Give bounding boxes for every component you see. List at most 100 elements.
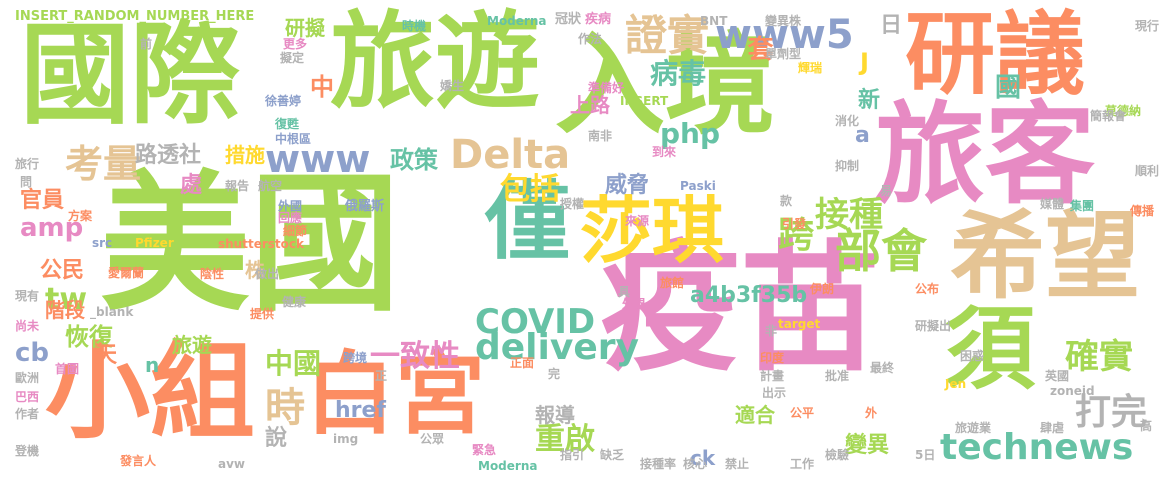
cloud-word: 旅館 bbox=[660, 276, 685, 290]
cloud-word: php bbox=[660, 117, 721, 150]
cloud-word: a bbox=[855, 123, 870, 148]
cloud-word: 俄羅斯 bbox=[345, 199, 385, 214]
cloud-word: 巴西 bbox=[15, 390, 40, 404]
cloud-word: 外國 bbox=[278, 199, 303, 213]
cloud-word: 研議 bbox=[905, 2, 1085, 107]
cloud-word: 打完 bbox=[1075, 392, 1148, 433]
cloud-word: 變異株 bbox=[765, 14, 802, 28]
cloud-word: 研擬出 bbox=[915, 319, 952, 333]
cloud-word: 官員 bbox=[20, 188, 65, 213]
cloud-word: 證實 bbox=[625, 11, 710, 60]
cloud-word: 問 bbox=[20, 175, 33, 189]
cloud-word: 考量 bbox=[65, 142, 142, 186]
cloud-word: 國 bbox=[995, 73, 1022, 103]
cloud-word: 威脅 bbox=[605, 173, 650, 198]
cloud-word: 正面 bbox=[510, 356, 535, 370]
cloud-word: 傳播 bbox=[1130, 204, 1155, 218]
cloud-word: cb bbox=[15, 338, 50, 368]
cloud-word: 時機 bbox=[402, 19, 427, 33]
cloud-word: 中根區 bbox=[275, 132, 312, 146]
cloud-word: 徐善婷 bbox=[265, 94, 302, 108]
cloud-word: zoneid bbox=[1050, 384, 1095, 398]
cloud-word: 國際 bbox=[20, 11, 240, 139]
cloud-word: 肆虐 bbox=[1040, 421, 1065, 435]
cloud-word: technews bbox=[940, 427, 1134, 468]
cloud-word: 套 bbox=[743, 35, 773, 61]
cloud-word: 完 bbox=[548, 367, 561, 381]
cloud-word: 集團 bbox=[1070, 199, 1095, 213]
cloud-word: 適合 bbox=[735, 403, 775, 427]
cloud-word: 細節 bbox=[283, 224, 308, 238]
cloud-word: Moderna bbox=[478, 459, 538, 473]
cloud-word: shutterstock bbox=[218, 237, 304, 251]
cloud-word: _blank bbox=[90, 305, 134, 319]
cloud-word: tw bbox=[45, 282, 88, 317]
cloud-word: www5 bbox=[715, 12, 854, 58]
cloud-word: 作法 bbox=[578, 32, 603, 46]
cloud-word: www bbox=[265, 137, 371, 181]
cloud-word: 病毒 bbox=[650, 57, 707, 90]
cloud-word: 株 bbox=[245, 258, 265, 282]
cloud-word: 報告 bbox=[225, 179, 250, 193]
cloud-word: 跨 bbox=[778, 215, 815, 256]
cloud-word: 抑制 bbox=[835, 159, 860, 173]
cloud-word: 公眾 bbox=[420, 432, 445, 446]
cloud-word: 簡報會 bbox=[1090, 109, 1127, 123]
cloud-word: 疾病 bbox=[585, 12, 612, 27]
cloud-word: delivery bbox=[475, 327, 639, 368]
cloud-word: 到來 bbox=[652, 145, 677, 159]
cloud-word: 出示 bbox=[762, 386, 787, 400]
cloud-word: 媒體 bbox=[1040, 197, 1065, 211]
cloud-word: 工作 bbox=[790, 457, 815, 471]
cloud-word: 準備好 bbox=[588, 81, 625, 95]
cloud-word: 接種率 bbox=[640, 457, 677, 471]
cloud-word: avw bbox=[218, 457, 246, 471]
cloud-word: 健康 bbox=[282, 295, 307, 309]
cloud-word: 順利 bbox=[1135, 164, 1160, 178]
cloud-word: 計畫 bbox=[760, 369, 785, 383]
cloud-word: Jen bbox=[945, 377, 967, 391]
cloud-word: 日 bbox=[880, 13, 903, 38]
cloud-word: 困惑 bbox=[960, 349, 985, 363]
cloud-word: 首圖 bbox=[55, 362, 80, 376]
cloud-word: 輝瑞 bbox=[798, 61, 823, 75]
cloud-word: 研擬 bbox=[285, 16, 325, 40]
cloud-word: 跨境 bbox=[343, 351, 368, 365]
cloud-word: 最終 bbox=[870, 361, 895, 375]
cloud-word: 莎琪 bbox=[580, 189, 725, 273]
cloud-word: 接種 bbox=[815, 195, 883, 235]
cloud-word: 重啟 bbox=[535, 422, 595, 457]
cloud-word: Moderna bbox=[487, 14, 547, 28]
cloud-word: 方案 bbox=[68, 209, 93, 223]
cloud-word: 公平 bbox=[790, 406, 815, 420]
cloud-word: amp bbox=[20, 213, 84, 243]
cloud-word: 現行 bbox=[1135, 19, 1160, 33]
cloud-word: 外界 bbox=[622, 297, 647, 311]
cloud-word: 上路 bbox=[570, 93, 610, 117]
cloud-word: target bbox=[778, 317, 821, 331]
cloud-word: ck bbox=[690, 446, 716, 470]
cloud-word: 旅遊 bbox=[172, 333, 212, 357]
cloud-word: 提供 bbox=[250, 307, 275, 321]
cloud-word: 復甦 bbox=[275, 117, 300, 131]
cloud-word: 疫苗 bbox=[600, 228, 881, 391]
cloud-word: J bbox=[860, 48, 869, 76]
cloud-word: Paski bbox=[680, 179, 716, 193]
cloud-word: 希望 bbox=[950, 202, 1141, 312]
cloud-word: 嬌生 bbox=[440, 79, 465, 93]
cloud-word: 政策 bbox=[390, 146, 438, 174]
cloud-word: 指引 bbox=[560, 448, 585, 462]
cloud-word: 旅行 bbox=[15, 157, 40, 171]
cloud-word: 具 bbox=[618, 285, 631, 299]
cloud-word: 確實 bbox=[1065, 337, 1133, 377]
cloud-word: 高 bbox=[1140, 419, 1153, 433]
cloud-word: 單劑型 bbox=[765, 47, 802, 61]
cloud-word: img bbox=[333, 432, 359, 446]
cloud-word: 階段 bbox=[45, 298, 85, 322]
cloud-word: 旅客 bbox=[875, 91, 1095, 219]
cloud-word: INSERT bbox=[620, 94, 669, 108]
cloud-word: 旅遊 bbox=[330, 1, 541, 123]
cloud-word: 包括 bbox=[500, 172, 560, 207]
cloud-word: COVID bbox=[475, 302, 596, 342]
